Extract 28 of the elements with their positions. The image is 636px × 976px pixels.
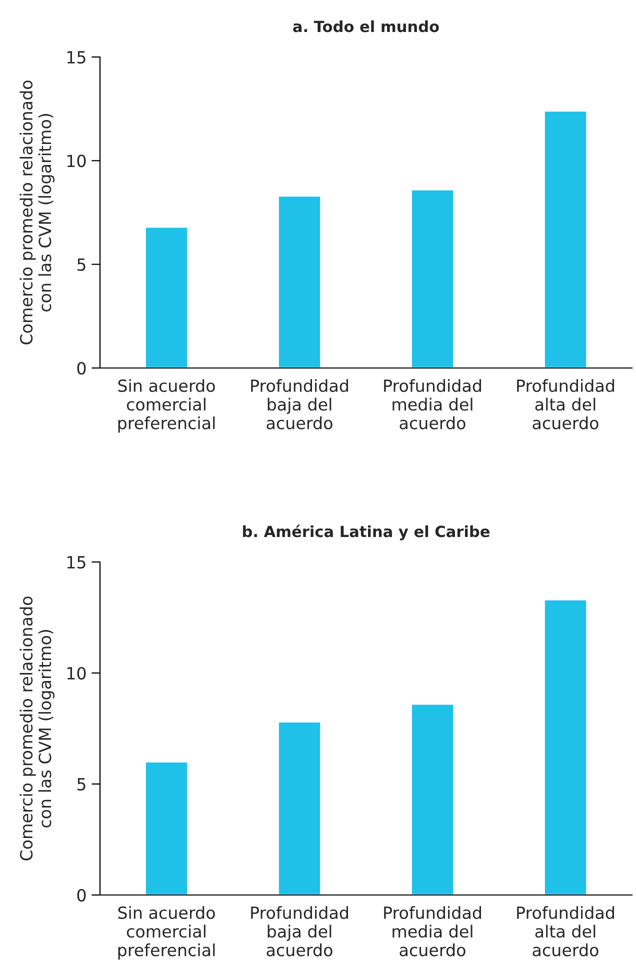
x-tick-label: Sin acuerdo comercial preferencial — [118, 379, 215, 433]
x-tick-label: Profundidad alta del acuerdo — [517, 906, 614, 956]
x-tick-label: Profundidad baja del acuerdo — [251, 906, 348, 956]
bar — [144, 226, 188, 368]
x-tick-label: Profundidad media del acuerdo — [384, 906, 481, 956]
chart-title: a. Todo el mundo — [293, 20, 439, 32]
bar — [410, 703, 454, 895]
bar — [278, 721, 322, 895]
x-tick-label: Profundidad media del acuerdo — [384, 379, 481, 430]
y-tick-label: 15 — [67, 556, 86, 569]
y-tick-label: 5 — [77, 778, 86, 791]
y-axis-title: Comercio promedio relacionado con las CVM (logaritmo) — [20, 80, 54, 344]
y-tick-label: 5 — [77, 258, 86, 271]
bar — [144, 761, 188, 895]
y-tick-label: 10 — [67, 666, 86, 680]
chart-title: b. América Latina y el Caribe — [243, 524, 490, 540]
x-tick-label: Profundidad alta del acuerdo — [517, 379, 614, 430]
y-tick-label: 0 — [77, 362, 86, 375]
y-tick-label: 0 — [77, 888, 86, 902]
y-axis-title: Comercio promedio relacionado con las CVM (logaritmo) — [20, 596, 54, 860]
bar — [544, 599, 588, 895]
bar — [278, 195, 322, 368]
y-tick-label: 15 — [67, 51, 86, 64]
bar — [410, 189, 454, 368]
bar — [544, 110, 588, 368]
x-tick-label: Sin acuerdo comercial preferencial — [118, 906, 215, 960]
x-tick-label: Profundidad baja del acuerdo — [251, 379, 348, 430]
y-tick-label: 10 — [67, 154, 86, 168]
